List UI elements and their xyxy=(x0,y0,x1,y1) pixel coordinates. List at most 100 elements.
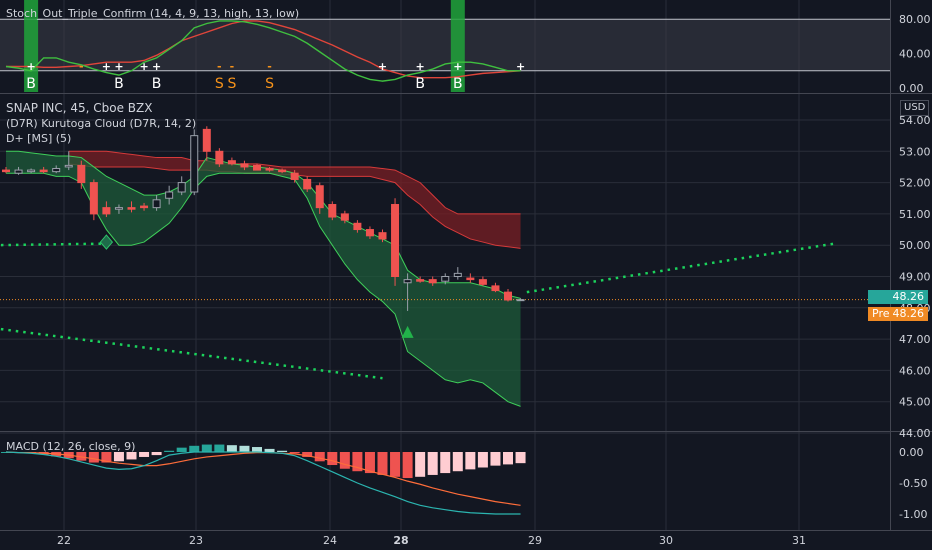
stoch-mark: + xyxy=(152,60,161,73)
candle-body xyxy=(403,279,412,284)
macd-tick: -1.00 xyxy=(899,508,927,521)
macd-histogram-bar xyxy=(239,445,250,452)
candle-body xyxy=(340,213,349,221)
time-tick: 29 xyxy=(528,534,542,547)
candle-body xyxy=(165,191,174,199)
stoch-mark: + xyxy=(516,60,525,73)
candle-body xyxy=(177,182,186,193)
candle-body xyxy=(441,276,450,282)
macd-tick: -0.50 xyxy=(899,477,927,490)
macd-tick: 0.00 xyxy=(899,446,924,459)
candle-body xyxy=(478,279,487,285)
candle-body xyxy=(265,168,274,171)
macd-histogram-bar xyxy=(252,447,262,452)
stoch-mark: - xyxy=(230,60,235,73)
dotted-projection-line xyxy=(526,242,835,294)
macd-histogram-bar xyxy=(465,452,476,470)
candle-body xyxy=(215,150,224,165)
macd-histogram-bar xyxy=(327,452,338,466)
macd-histogram-bar xyxy=(189,445,200,452)
time-tick: 22 xyxy=(57,534,71,547)
price-tick: 54.00 xyxy=(899,114,931,127)
time-tick: 23 xyxy=(189,534,203,547)
stoch-mark: - xyxy=(79,60,84,73)
stoch-title[interactable]: Stoch_Out_Triple_Confirm (14, 4, 9, 13, … xyxy=(6,7,300,20)
candle-body xyxy=(14,169,23,174)
candle-body xyxy=(516,299,525,302)
macd-histogram-bar xyxy=(101,452,112,463)
candle-body xyxy=(378,232,387,240)
candle-body xyxy=(127,207,136,210)
macd-histogram-bar xyxy=(339,452,350,469)
candle-body xyxy=(27,169,36,173)
candle-body xyxy=(114,207,123,210)
symbol-title[interactable]: SNAP INC, 45, Cboe BZX xyxy=(6,101,153,115)
macd-histogram-bar xyxy=(201,444,212,452)
pre-market-label: Pre 48.26 xyxy=(868,307,928,321)
stoch-mark: + xyxy=(102,60,111,73)
stoch-highlight-bar xyxy=(450,0,465,92)
last-price-label: 48.26 xyxy=(868,290,928,304)
macd-histogram-bar xyxy=(364,452,375,474)
currency-label[interactable]: USD xyxy=(900,100,930,116)
candle-body xyxy=(428,279,437,284)
macd-histogram-bar xyxy=(139,452,150,457)
stoch-tick: 40.00 xyxy=(899,48,931,61)
kurutoga-cloud-title[interactable]: (D7R) Kurutoga Cloud (D7R, 14, 2) xyxy=(6,117,197,130)
stoch-d-line xyxy=(6,20,521,79)
macd-histogram-bar xyxy=(452,452,463,472)
macd-histogram-bar xyxy=(352,452,363,472)
macd-histogram-bar xyxy=(377,452,388,475)
macd-histogram-bar xyxy=(151,452,162,456)
price-tick: 44.00 xyxy=(899,427,931,440)
stoch-signal: B xyxy=(26,76,36,92)
macd-histogram-bar xyxy=(402,452,413,479)
stoch-signal: B xyxy=(415,76,425,92)
stoch-mark: + xyxy=(139,60,148,73)
stoch-signal: B xyxy=(114,76,124,92)
time-tick: 30 xyxy=(659,534,673,547)
buy-triangle-marker xyxy=(401,325,414,338)
time-tick: 24 xyxy=(323,534,337,547)
stoch-tick: 0.00 xyxy=(899,82,924,95)
price-tick: 49.00 xyxy=(899,271,931,284)
macd-histogram-bar xyxy=(113,452,124,462)
macd-histogram-bar xyxy=(390,452,401,477)
candle-body xyxy=(453,272,462,277)
time-tick: 31 xyxy=(792,534,806,547)
macd-histogram-bar xyxy=(264,448,275,452)
stoch-mark: + xyxy=(114,60,123,73)
stoch-tick: 80.00 xyxy=(899,13,931,26)
dotted-trend-line xyxy=(0,327,383,380)
macd-histogram-bar xyxy=(477,452,488,468)
macd-histogram-bar xyxy=(277,450,288,452)
candle-body xyxy=(140,205,149,209)
stoch-band xyxy=(0,19,890,71)
stoch-mark: - xyxy=(267,60,272,73)
macd-histogram-bar xyxy=(302,452,313,457)
stoch-highlight-bar xyxy=(24,0,39,92)
macd-histogram-bar xyxy=(88,452,99,463)
green-cloud xyxy=(6,151,521,407)
candle-body xyxy=(365,229,374,237)
pre-price: 48.26 xyxy=(892,307,925,320)
d-plus-title[interactable]: D+ [MS] (5) xyxy=(6,132,72,145)
price-tick: 46.00 xyxy=(899,364,931,377)
candle-body xyxy=(466,277,475,281)
candle-body xyxy=(253,164,261,171)
pre-text: Pre xyxy=(872,307,890,320)
macd-histogram-bar xyxy=(440,452,451,474)
macd-title[interactable]: MACD (12, 26, close, 9) xyxy=(6,440,136,453)
macd-histogram-bar xyxy=(164,450,175,452)
price-tick: 47.00 xyxy=(899,333,931,346)
candle-body xyxy=(39,169,48,173)
macd-histogram-bar xyxy=(176,447,187,452)
candle-body xyxy=(303,178,312,190)
macd-histogram-bar xyxy=(289,452,300,454)
candle-body xyxy=(227,160,236,165)
candle-body xyxy=(290,172,299,180)
candle-body xyxy=(190,135,199,193)
stoch-mark: + xyxy=(26,60,35,73)
